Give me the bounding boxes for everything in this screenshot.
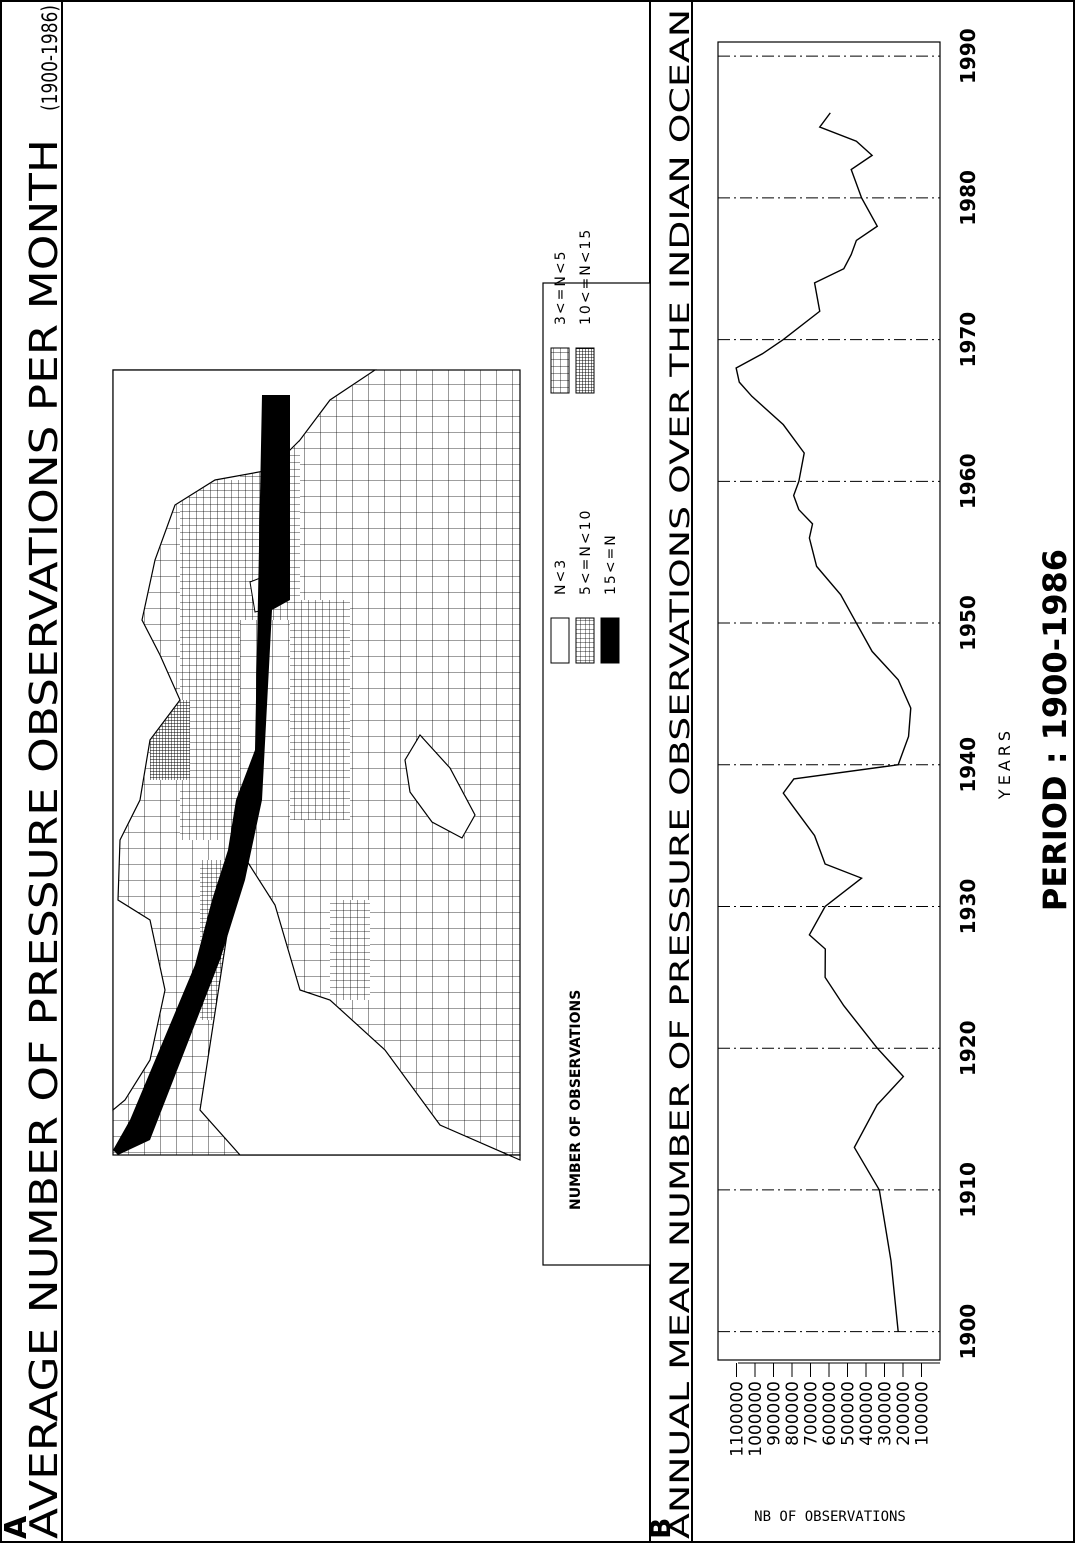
legend-swatch xyxy=(575,617,595,664)
panel-title: AVERAGE NUMBER OF PRESSURE OBSERVATIONS … xyxy=(22,139,66,1539)
legend-title: NUMBER OF OBSERVATIONS xyxy=(568,990,584,1210)
y-tick-label: 300000 xyxy=(876,1381,896,1446)
map-patch xyxy=(330,900,370,1000)
y-tick-label: 200000 xyxy=(894,1381,914,1446)
x-tick-label: 1990 xyxy=(956,28,980,84)
x-tick-label: 1900 xyxy=(956,1304,980,1360)
map xyxy=(112,369,521,1161)
y-tick-label: 1100000 xyxy=(728,1381,748,1457)
x-tick-label: 1960 xyxy=(956,453,980,509)
x-tick-label: 1920 xyxy=(956,1020,980,1076)
rotated-frame: A AVERAGE NUMBER OF PRESSURE OBSERVATION… xyxy=(0,5,1074,1539)
legend-box xyxy=(542,282,651,1266)
x-tick-label: 1980 xyxy=(956,170,980,226)
legend-label: 15<=N xyxy=(603,533,619,595)
y-tick-label: 100000 xyxy=(913,1381,933,1446)
y-tick-label: 400000 xyxy=(857,1381,877,1446)
map-patch xyxy=(290,600,350,820)
legend-swatch xyxy=(600,617,620,664)
x-tick-label: 1930 xyxy=(956,879,980,935)
legend-label: 10<=N<15 xyxy=(578,228,594,325)
route-band xyxy=(113,395,290,1155)
legend-label: 3<=N<5 xyxy=(553,250,569,325)
island xyxy=(404,733,476,839)
chart-title: ANNUAL MEAN NUMBER OF PRESSURE OBSERVATI… xyxy=(665,9,696,1539)
land xyxy=(199,848,521,1161)
legend-label: N<3 xyxy=(553,558,569,595)
x-tick-label: 1910 xyxy=(956,1162,980,1218)
caption: PERIOD : 1900-1986 xyxy=(1036,549,1074,911)
y-tick-label: 500000 xyxy=(839,1381,859,1446)
panel-letter: B xyxy=(644,1518,677,1539)
legend-swatch xyxy=(550,617,570,664)
x-tick-label: 1950 xyxy=(956,595,980,651)
y-tick-label: 600000 xyxy=(820,1381,840,1446)
plot-box xyxy=(717,41,941,1361)
legend-swatch xyxy=(575,347,595,394)
x-axis-label: YEARS xyxy=(995,727,1014,800)
panel-period: (1900-1986) xyxy=(38,5,62,111)
x-tick-label: 1970 xyxy=(956,312,980,368)
y-tick-label: 700000 xyxy=(802,1381,822,1446)
y-axis-label: NB OF OBSERVATIONS xyxy=(754,1509,906,1525)
panel-letter: A xyxy=(0,1515,34,1539)
data-line xyxy=(735,112,912,1332)
map-patch xyxy=(180,480,240,840)
y-tick-label: 1000000 xyxy=(746,1381,766,1457)
x-tick-label: 1940 xyxy=(956,737,980,793)
legend-label: 5<=N<10 xyxy=(578,509,594,595)
y-tick-label: 800000 xyxy=(783,1381,803,1446)
y-tick-label: 900000 xyxy=(765,1381,785,1446)
legend-swatch xyxy=(550,347,570,394)
